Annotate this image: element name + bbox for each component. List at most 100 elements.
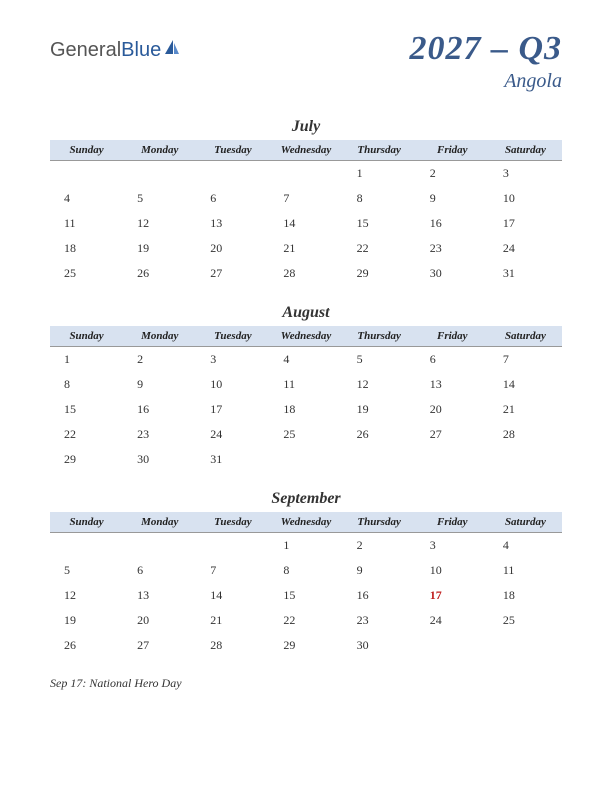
calendar-cell: 31 <box>489 261 562 286</box>
calendar-cell: 4 <box>489 533 562 559</box>
month-name: July <box>50 118 562 136</box>
calendar-cell: 17 <box>196 397 269 422</box>
calendar-cell: 6 <box>416 347 489 373</box>
calendar-cell: 6 <box>196 186 269 211</box>
calendar-cell: 22 <box>50 422 123 447</box>
calendar-cell: 13 <box>196 211 269 236</box>
calendar-table: SundayMondayTuesdayWednesdayThursdayFrid… <box>50 140 562 286</box>
month-name: August <box>50 304 562 322</box>
calendar-cell: 18 <box>269 397 342 422</box>
day-header: Thursday <box>343 140 416 161</box>
calendar-cell: 15 <box>343 211 416 236</box>
calendar-cell: 27 <box>416 422 489 447</box>
calendar-cell: 11 <box>489 558 562 583</box>
calendar-cell: 18 <box>489 583 562 608</box>
calendar-table: SundayMondayTuesdayWednesdayThursdayFrid… <box>50 512 562 658</box>
calendar-cell: 9 <box>416 186 489 211</box>
day-header: Wednesday <box>269 512 342 533</box>
day-header: Friday <box>416 512 489 533</box>
title-block: 2027 – Q3 Angola <box>409 30 562 93</box>
calendar-cell: 6 <box>123 558 196 583</box>
calendars-container: July SundayMondayTuesdayWednesdayThursday… <box>50 118 562 658</box>
calendar-row: 15161718192021 <box>50 397 562 422</box>
calendar-row: 18192021222324 <box>50 236 562 261</box>
calendar-cell: 16 <box>416 211 489 236</box>
day-header: Tuesday <box>196 512 269 533</box>
calendar-cell: 27 <box>196 261 269 286</box>
day-header: Tuesday <box>196 326 269 347</box>
calendar-cell: 1 <box>269 533 342 559</box>
calendar-row: 293031 <box>50 447 562 472</box>
day-header: Wednesday <box>269 326 342 347</box>
calendar-cell: 26 <box>50 633 123 658</box>
calendar-cell: 29 <box>50 447 123 472</box>
calendar-cell: 10 <box>196 372 269 397</box>
calendar-cell <box>196 161 269 187</box>
calendar-cell <box>269 447 342 472</box>
calendar-cell: 9 <box>343 558 416 583</box>
calendar-cell: 17 <box>489 211 562 236</box>
calendar-row: 11121314151617 <box>50 211 562 236</box>
calendar-cell: 7 <box>489 347 562 373</box>
calendar-row: 567891011 <box>50 558 562 583</box>
day-header: Friday <box>416 140 489 161</box>
calendar-cell: 2 <box>123 347 196 373</box>
calendar-cell: 5 <box>50 558 123 583</box>
calendar-cell: 23 <box>416 236 489 261</box>
calendar-row: 19202122232425 <box>50 608 562 633</box>
month-block: AugustSundayMondayTuesdayWednesdayThursd… <box>50 304 562 472</box>
calendar-cell: 8 <box>269 558 342 583</box>
calendar-cell: 20 <box>196 236 269 261</box>
calendar-cell: 11 <box>50 211 123 236</box>
logo: GeneralBlue <box>50 38 181 62</box>
calendar-cell: 24 <box>196 422 269 447</box>
day-header: Monday <box>123 140 196 161</box>
calendar-cell: 12 <box>50 583 123 608</box>
calendar-cell: 28 <box>269 261 342 286</box>
calendar-cell: 23 <box>123 422 196 447</box>
calendar-cell: 24 <box>416 608 489 633</box>
calendar-cell: 18 <box>50 236 123 261</box>
day-header: Saturday <box>489 140 562 161</box>
calendar-cell: 26 <box>343 422 416 447</box>
calendar-cell: 4 <box>269 347 342 373</box>
calendar-cell: 13 <box>416 372 489 397</box>
calendar-cell: 21 <box>269 236 342 261</box>
calendar-cell: 12 <box>343 372 416 397</box>
calendar-row: 12131415161718 <box>50 583 562 608</box>
calendar-cell: 28 <box>196 633 269 658</box>
calendar-cell: 23 <box>343 608 416 633</box>
day-header: Saturday <box>489 326 562 347</box>
calendar-cell: 19 <box>343 397 416 422</box>
calendar-cell: 29 <box>343 261 416 286</box>
calendar-cell: 22 <box>269 608 342 633</box>
calendar-cell: 12 <box>123 211 196 236</box>
calendar-cell <box>50 533 123 559</box>
calendar-cell <box>50 161 123 187</box>
day-header: Tuesday <box>196 140 269 161</box>
month-block: SeptemberSundayMondayTuesdayWednesdayThu… <box>50 490 562 658</box>
calendar-cell: 19 <box>50 608 123 633</box>
calendar-cell: 26 <box>123 261 196 286</box>
calendar-cell: 1 <box>50 347 123 373</box>
day-header: Saturday <box>489 512 562 533</box>
calendar-cell: 15 <box>269 583 342 608</box>
calendar-cell: 4 <box>50 186 123 211</box>
calendar-cell <box>489 447 562 472</box>
calendar-cell <box>123 533 196 559</box>
header: GeneralBlue 2027 – Q3 Angola <box>50 30 562 93</box>
calendar-cell: 7 <box>196 558 269 583</box>
calendar-cell: 27 <box>123 633 196 658</box>
logo-sail-icon <box>163 38 181 62</box>
calendar-row: 22232425262728 <box>50 422 562 447</box>
calendar-cell: 28 <box>489 422 562 447</box>
calendar-cell: 24 <box>489 236 562 261</box>
calendar-cell: 2 <box>343 533 416 559</box>
calendar-cell: 2 <box>416 161 489 187</box>
calendar-cell <box>489 633 562 658</box>
calendar-row: 123 <box>50 161 562 187</box>
calendar-cell: 16 <box>123 397 196 422</box>
calendar-cell <box>343 447 416 472</box>
calendar-cell: 8 <box>343 186 416 211</box>
calendar-cell: 25 <box>269 422 342 447</box>
